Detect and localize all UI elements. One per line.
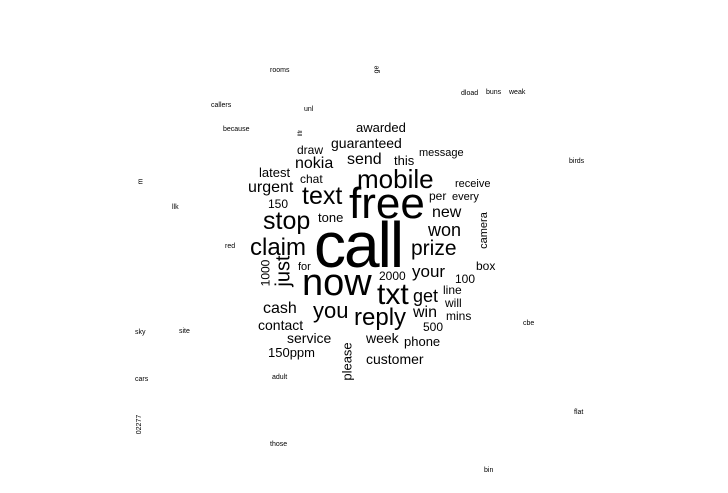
word-150ppm: 150ppm xyxy=(268,345,315,360)
word-call: call xyxy=(314,209,404,281)
word-ge: ge xyxy=(373,65,381,74)
word-contact: contact xyxy=(258,317,304,333)
word-mins: mins xyxy=(446,309,472,323)
word-llk: llk xyxy=(172,204,179,211)
word-buns: buns xyxy=(486,89,502,96)
word-message: message xyxy=(419,147,464,159)
word-mobile: mobile xyxy=(357,164,434,194)
word-birds: birds xyxy=(569,158,585,165)
word-won: won xyxy=(428,220,462,240)
word-line: line xyxy=(443,283,462,297)
word-draw: draw xyxy=(297,143,324,157)
word-cbe: cbe xyxy=(523,320,535,327)
word-rooms: rooms xyxy=(270,67,290,74)
word-nokia: nokia xyxy=(295,155,334,172)
word-for: for xyxy=(298,261,311,273)
word-please: please xyxy=(339,342,355,381)
word-customer: customer xyxy=(366,351,424,367)
word-receive: receive xyxy=(455,178,491,190)
word-urgent: urgent xyxy=(248,179,294,196)
word-2000: 2000 xyxy=(379,269,406,283)
word-text: text xyxy=(302,182,343,210)
word-phone: phone xyxy=(404,334,441,349)
word-150: 150 xyxy=(268,197,289,211)
word-get: get xyxy=(413,286,439,306)
word-every: every xyxy=(452,191,479,203)
word-those: those xyxy=(270,441,288,448)
word-m: m xyxy=(137,178,145,185)
word-guaranteed: guaranteed xyxy=(331,135,402,151)
word-cash: cash xyxy=(263,300,297,317)
word-flat: flat xyxy=(574,409,584,416)
word-box: box xyxy=(476,259,496,273)
word-your: your xyxy=(412,262,446,281)
word-1000: 1000 xyxy=(258,259,273,287)
word-adult: adult xyxy=(272,374,288,381)
word-weak: weak xyxy=(509,89,526,96)
word-just: just xyxy=(272,255,295,287)
word-02277: 02277 xyxy=(136,414,144,435)
word-100: 100 xyxy=(455,272,476,286)
word-callers: callers xyxy=(211,102,232,109)
word-service: service xyxy=(287,330,332,346)
word-because: because xyxy=(223,126,250,133)
word-awarded: awarded xyxy=(356,120,406,135)
word-free: free xyxy=(349,179,425,228)
word-reply: reply xyxy=(354,304,407,331)
word-claim: claim xyxy=(250,234,307,261)
word-per: per xyxy=(429,189,447,203)
word-camera: camera xyxy=(477,212,490,249)
word-txt: txt xyxy=(377,278,409,311)
word-red: red xyxy=(225,243,236,250)
word-500: 500 xyxy=(423,320,444,334)
word-week: week xyxy=(366,330,399,346)
word-send: send xyxy=(347,151,382,168)
word-this: this xyxy=(394,153,415,168)
word-dload: dload xyxy=(461,90,479,97)
word-you: you xyxy=(313,298,349,323)
word-chat: chat xyxy=(300,172,323,186)
word-llfr: llfr xyxy=(298,129,305,137)
word-new: new xyxy=(432,204,462,221)
word-stop: stop xyxy=(263,207,311,235)
word-latest: latest xyxy=(259,165,291,180)
word-sky: sky xyxy=(135,329,146,336)
word-tone: tone xyxy=(318,210,344,225)
word-unl: unl xyxy=(304,106,314,113)
word-win: win xyxy=(413,304,438,321)
word-cars: cars xyxy=(135,376,149,383)
word-site: site xyxy=(179,328,190,335)
word-now: now xyxy=(302,262,372,304)
word-will: will xyxy=(445,296,462,310)
word-bin: bin xyxy=(484,467,494,474)
word-prize: prize xyxy=(411,237,457,260)
